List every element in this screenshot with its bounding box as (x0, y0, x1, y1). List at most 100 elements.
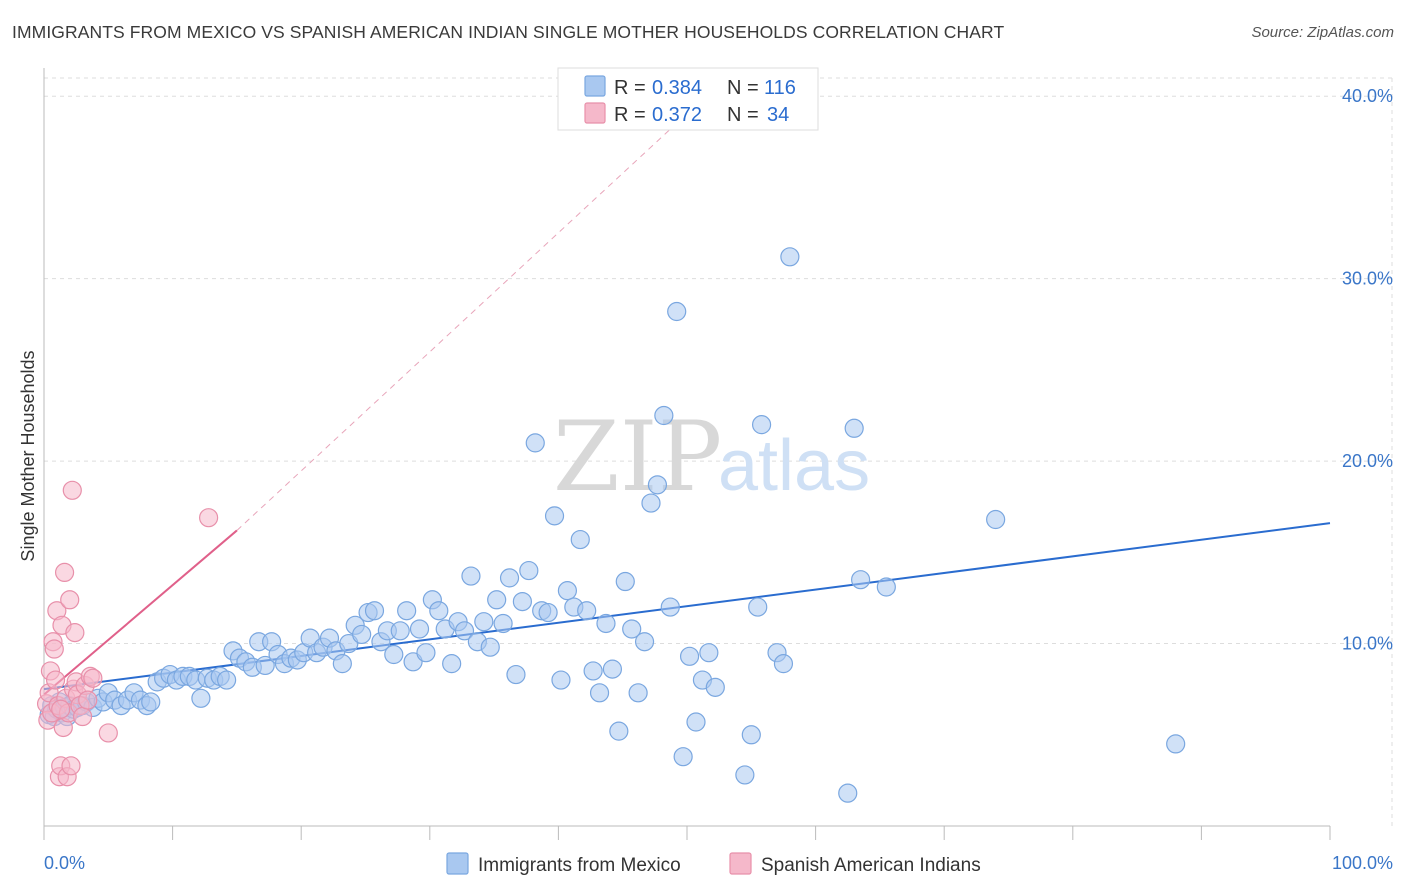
data-point (397, 601, 417, 621)
y-axis-label: Single Mother Households (18, 350, 38, 561)
data-point (699, 643, 719, 663)
data-point (141, 692, 161, 712)
data-point (748, 597, 768, 617)
data-point (332, 654, 352, 674)
series-spanish-american-indians (36, 480, 219, 787)
data-point (364, 601, 385, 621)
data-point (851, 570, 871, 590)
data-point (217, 670, 237, 690)
correlation-legend: R = 0.384 N = 116 R = 0.372 N = 34 (557, 67, 819, 131)
y-tick-label-30: 30.0% (1342, 269, 1393, 289)
legend-label-spanish-american-indians: Spanish American Indians (761, 855, 981, 876)
data-point (429, 601, 449, 621)
data-point (876, 577, 896, 597)
data-point (615, 571, 635, 592)
data-point (525, 433, 545, 453)
trend-lines (43, 77, 1331, 696)
data-point (780, 247, 800, 267)
data-point (78, 690, 98, 710)
data-point (1166, 734, 1186, 754)
data-point (622, 619, 642, 639)
chart-title: IMMIGRANTS FROM MEXICO VS SPANISH AMERIC… (12, 22, 1005, 42)
data-point (512, 591, 532, 612)
data-point (641, 493, 661, 513)
data-point (544, 506, 565, 526)
data-point (442, 654, 462, 674)
legend-n-label-1: N = (727, 104, 759, 126)
data-point (474, 612, 494, 632)
data-point (51, 699, 71, 719)
y-tick-label-20: 20.0% (1342, 451, 1393, 471)
data-point (83, 668, 103, 688)
x-tick-labels: 0.0% 100.0% (44, 853, 1393, 873)
data-point (191, 688, 211, 708)
data-point (741, 725, 761, 745)
data-point (60, 590, 80, 610)
data-point (199, 508, 219, 528)
data-point (634, 632, 655, 652)
data-point (705, 677, 725, 697)
data-point (596, 613, 616, 634)
trend-line-spanish-american-indians (43, 529, 238, 696)
data-point (255, 655, 275, 676)
watermark-zip: ZIP (553, 401, 722, 513)
legend-r-label-0: R = (614, 77, 646, 99)
data-point (493, 613, 513, 634)
legend-swatch-blue (584, 75, 606, 97)
data-point (538, 602, 558, 623)
y-tick-label-40: 40.0% (1342, 86, 1393, 106)
legend-swatch-spanish-american-indians (729, 852, 752, 875)
data-point (62, 480, 82, 500)
data-point (577, 601, 597, 621)
data-point (352, 624, 372, 645)
legend-n-label-0: N = (727, 77, 759, 99)
data-point (54, 562, 75, 583)
data-point (654, 405, 674, 426)
data-point (409, 619, 430, 639)
legend-label-immigrants-from-mexico: Immigrants from Mexico (478, 855, 681, 876)
legend-swatch-immigrants-from-mexico (446, 852, 469, 875)
data-point (461, 566, 481, 586)
watermark-atlas: atlas (718, 426, 870, 506)
data-point (583, 661, 603, 681)
data-point (44, 639, 64, 659)
data-point (986, 509, 1006, 530)
data-point (98, 723, 118, 743)
legend-n-value-1: 34 (767, 104, 789, 126)
y-tick-label-10: 10.0% (1342, 634, 1393, 654)
x-tick-label-max: 100.0% (1332, 853, 1393, 873)
data-point (660, 597, 680, 617)
data-point (673, 747, 693, 767)
legend-r-value-1: 0.372 (652, 104, 702, 126)
data-point (519, 560, 539, 581)
data-point (602, 659, 623, 679)
data-point (416, 643, 436, 663)
trend-line-extension-spanish-american-indians (236, 77, 726, 531)
data-point (628, 683, 648, 703)
data-point (72, 706, 93, 727)
data-point (589, 683, 610, 703)
data-point (686, 712, 706, 732)
data-point (773, 654, 794, 674)
legend-swatch-pink (584, 102, 606, 124)
data-point (61, 756, 81, 776)
data-point (390, 621, 410, 641)
legend-r-label-1: R = (614, 104, 646, 126)
data-point (454, 621, 475, 641)
data-point (65, 623, 85, 643)
data-point (557, 581, 578, 601)
data-point (506, 664, 526, 685)
source-label: Source: ZipAtlas.com (1251, 24, 1394, 41)
data-point (570, 529, 590, 550)
data-point (751, 415, 772, 435)
data-point (838, 783, 858, 803)
data-point (735, 765, 755, 785)
data-point (487, 590, 507, 610)
data-point (384, 644, 404, 665)
data-point (667, 301, 687, 322)
data-point (45, 670, 66, 690)
series-legend: Immigrants from Mexico Spanish American … (446, 852, 981, 876)
legend-n-value-0: 116 (764, 77, 796, 99)
data-point (844, 418, 864, 438)
